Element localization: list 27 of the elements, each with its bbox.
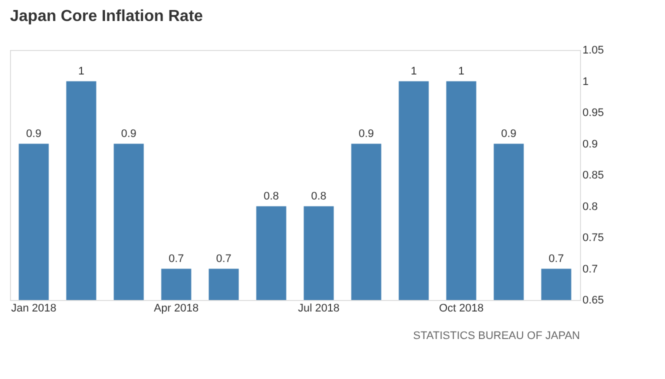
y-tick-label: 0.95 (582, 107, 604, 119)
y-tick-label: 1 (582, 76, 589, 88)
data-label: 0.7 (216, 252, 232, 265)
x-tick-label: Apr 2018 (154, 302, 199, 314)
y-tick-label: 0.85 (582, 170, 604, 182)
data-label: 1 (458, 65, 464, 78)
y-tick-label: 0.9 (582, 138, 598, 150)
text: STATISTICS BUREAU OF JAPAN (413, 330, 580, 342)
data-label: 0.8 (311, 190, 326, 202)
y-tick-label: 1.05 (582, 44, 604, 56)
data-label: 0.9 (26, 128, 42, 140)
data-label: 0.9 (121, 128, 136, 140)
data-label: 0.9 (358, 128, 374, 140)
y-tick-label: 0.65 (582, 294, 604, 306)
x-tick-label: Oct 2018 (438, 302, 484, 314)
y-tick-label: 0.7 (582, 263, 598, 276)
data-label: 0.9 (501, 128, 516, 140)
y-tick-label: 0.8 (582, 200, 598, 213)
data-label: 1 (410, 65, 417, 78)
data-label: 0.7 (168, 252, 184, 265)
data-label: 1 (78, 65, 84, 78)
data-label: 0.8 (264, 190, 279, 202)
x-tick-label: Jul 2018 (298, 302, 340, 314)
data-label: 0.7 (548, 252, 564, 265)
chart-title: Japan Core Inflation Rate (10, 8, 204, 25)
y-tick-label: 0.75 (582, 232, 604, 244)
x-tick-label: Jan 2018 (11, 302, 56, 314)
